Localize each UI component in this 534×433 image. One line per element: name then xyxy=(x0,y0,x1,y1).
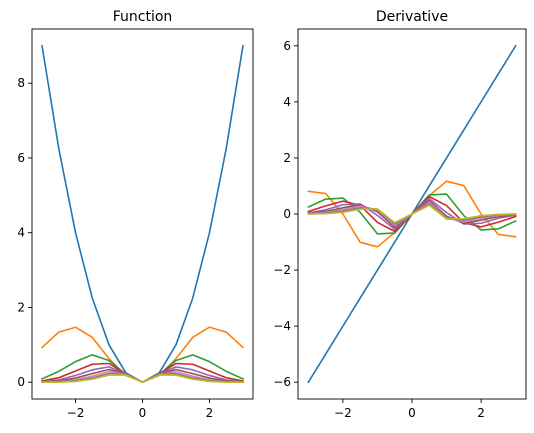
derivative-x-tick-label: 0 xyxy=(408,406,416,420)
function-series-line-9 xyxy=(41,374,244,383)
function-y-tick-label: 0 xyxy=(17,375,25,389)
function-y-tick-label: 6 xyxy=(17,151,25,165)
derivative-y-tick-label: −6 xyxy=(273,375,291,389)
function-x-tick-label: 2 xyxy=(206,406,214,420)
derivative-y-tick-label: −2 xyxy=(273,263,291,277)
derivative-y-tick-label: 0 xyxy=(283,207,291,221)
derivative-x-tick-label: 2 xyxy=(477,406,485,420)
function-x-tick-label: −2 xyxy=(67,406,85,420)
derivative-axes: −2 0 2 −6 −4 −2 0 2 4 6 Derivative xyxy=(273,9,527,420)
function-title: Function xyxy=(113,9,173,25)
derivative-x-tick-label: −2 xyxy=(334,406,352,420)
derivative-y-tick-label: 4 xyxy=(283,95,291,109)
function-y-tick-label: 2 xyxy=(17,300,25,314)
derivative-series-line-9 xyxy=(307,204,517,224)
derivative-title: Derivative xyxy=(376,9,448,25)
function-y-tick-label: 8 xyxy=(17,76,25,90)
derivative-y-tick-label: 6 xyxy=(283,39,291,53)
derivative-y-tick-label: 2 xyxy=(283,151,291,165)
function-x-tick-label: 0 xyxy=(139,406,147,420)
derivative-y-tick-label: −4 xyxy=(273,319,291,333)
function-axes: −2 0 2 0 2 4 6 8 Function xyxy=(17,9,254,420)
function-y-tick-label: 4 xyxy=(17,226,25,240)
